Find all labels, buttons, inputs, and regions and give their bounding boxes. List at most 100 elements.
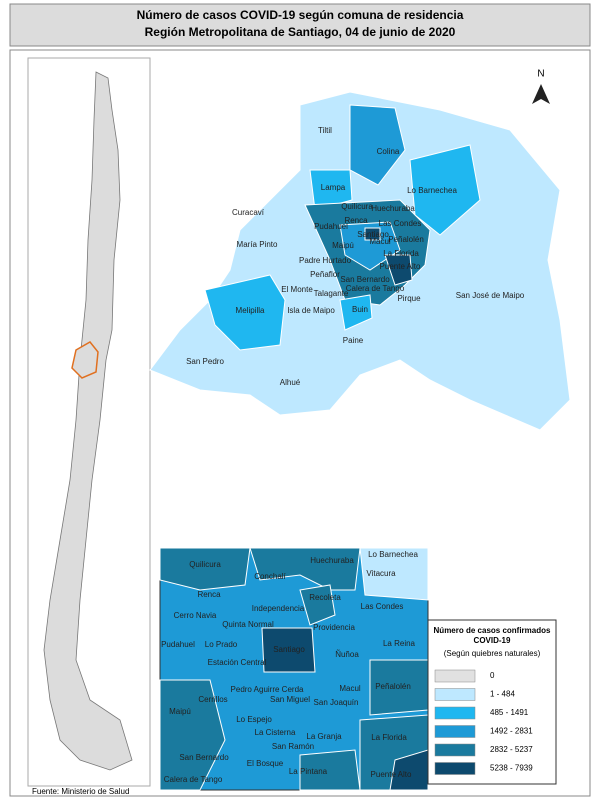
commune-label: Huechuraba	[371, 204, 415, 213]
commune-label: Puente Alto	[371, 770, 412, 779]
commune-label: Renca	[344, 216, 368, 225]
legend-title: Número de casos confirmados	[434, 626, 551, 635]
commune-label: San Joaquín	[314, 698, 359, 707]
commune-label: Vitacura	[366, 569, 396, 578]
legend-swatch	[434, 706, 476, 720]
commune-label: Pedro Aguirre Cerda	[231, 685, 304, 694]
legend-subtitle: (Según quiebres naturales)	[444, 649, 541, 658]
inset-puente-alto	[389, 749, 429, 791]
santiago-core	[364, 227, 381, 241]
commune-label: Lo Barnechea	[407, 186, 457, 195]
commune-label: Huechuraba	[310, 556, 354, 565]
commune-label: Talagante	[314, 289, 349, 298]
lo-barnechea	[409, 144, 481, 236]
commune-label: El Bosque	[247, 759, 284, 768]
commune-label: Independencia	[252, 604, 305, 613]
title: Región Metropolitana de Santiago, 04 de …	[145, 25, 456, 39]
commune-label: Calera de Tango	[164, 775, 223, 784]
commune-label: Lo Barnechea	[368, 550, 418, 559]
commune-label: Las Condes	[361, 602, 404, 611]
lampa	[309, 169, 353, 211]
legend-swatch	[434, 725, 476, 738]
legend-swatch	[434, 669, 476, 683]
commune-label: Lo Prado	[205, 640, 238, 649]
frame	[9, 49, 591, 797]
commune-label: Recoleta	[309, 593, 341, 602]
commune-label: Peñalolén	[388, 235, 424, 244]
north-arrow	[532, 84, 550, 104]
commune-label: Ñuñoa	[335, 650, 359, 659]
region-highlight	[71, 341, 99, 379]
commune-label: Estación Central	[208, 658, 267, 667]
legend-label: 2832 - 5237	[490, 745, 533, 754]
commune-label: Providencia	[313, 623, 355, 632]
commune-label: Maipú	[332, 241, 354, 250]
legend-label: 485 - 1491	[490, 708, 529, 717]
source: Fuente: Ministerio de Salud	[32, 787, 129, 796]
commune-label: La Pintana	[289, 767, 328, 776]
puente-alto	[384, 254, 413, 286]
commune-label: Puente Alto	[380, 262, 421, 271]
inset-la-pintana	[299, 749, 361, 791]
title-box	[9, 3, 591, 47]
commune-label: La Florida	[383, 249, 419, 258]
buin	[339, 294, 373, 331]
legend-label: 5238 - 7939	[490, 764, 533, 773]
commune-label: Quilicura	[341, 202, 373, 211]
commune-label: Cerrillos	[198, 695, 227, 704]
commune-label: Santiago	[357, 230, 389, 239]
locator-frame	[27, 57, 151, 787]
commune-label: Isla de Maipo	[287, 306, 335, 315]
legend-label: 1 - 484	[490, 690, 515, 699]
commune-label: Tiltil	[318, 126, 332, 135]
commune-label: Lampa	[321, 183, 346, 192]
commune-label: Curacaví	[232, 208, 265, 217]
commune-label: Alhué	[280, 378, 301, 387]
inset-vitacura	[359, 547, 429, 601]
commune-label: San Pedro	[186, 357, 224, 366]
commune-label: Colina	[377, 147, 400, 156]
legend-title: COVID-19	[474, 636, 511, 645]
commune-label: San Bernardo	[340, 275, 390, 284]
commune-label: Melipilla	[236, 306, 265, 315]
commune-label: El Monte	[281, 285, 313, 294]
commune-label: Macul	[339, 684, 361, 693]
commune-label: Lo Espejo	[236, 715, 272, 724]
commune-label: Maipú	[169, 707, 191, 716]
title: Número de casos COVID-19 según comuna de…	[137, 8, 464, 22]
inset-recoleta	[299, 584, 336, 626]
melipilla	[204, 274, 286, 351]
commune-label: La Reina	[383, 639, 416, 648]
commune-label: La Granja	[306, 732, 342, 741]
commune-label: La Cisterna	[255, 728, 296, 737]
commune-label: Peñaflor	[310, 270, 340, 279]
colina	[349, 104, 406, 186]
commune-label: Quilicura	[189, 560, 221, 569]
commune-label: San Bernardo	[179, 753, 229, 762]
commune-label: Pirque	[397, 294, 421, 303]
commune-label: San José de Maipo	[456, 291, 525, 300]
urban-inner	[339, 221, 401, 271]
commune-label: María Pinto	[237, 240, 278, 249]
commune-label: Padre Hurtado	[299, 256, 352, 265]
commune-label: Las Condes	[379, 219, 422, 228]
commune-label: Cerro Navia	[174, 611, 217, 620]
commune-label: Pudahuel	[314, 222, 348, 231]
legend-swatch	[434, 688, 476, 701]
inset-quilicura	[159, 547, 251, 591]
commune-label: San Miguel	[270, 695, 310, 704]
commune-label: Macul	[369, 237, 391, 246]
legend-swatch	[434, 762, 476, 775]
inset-santiago	[261, 627, 316, 673]
commune-label: San Ramón	[272, 742, 314, 751]
commune-label: Paine	[343, 336, 364, 345]
inset-maipu	[159, 679, 226, 791]
commune-label: La Florida	[371, 733, 407, 742]
legend-label: 0	[490, 671, 495, 680]
commune-label: Peñalolén	[375, 682, 411, 691]
commune-label: Conchalí	[254, 572, 286, 581]
commune-label: Renca	[197, 590, 221, 599]
north-label: N	[537, 69, 544, 80]
legend-box	[427, 619, 557, 785]
